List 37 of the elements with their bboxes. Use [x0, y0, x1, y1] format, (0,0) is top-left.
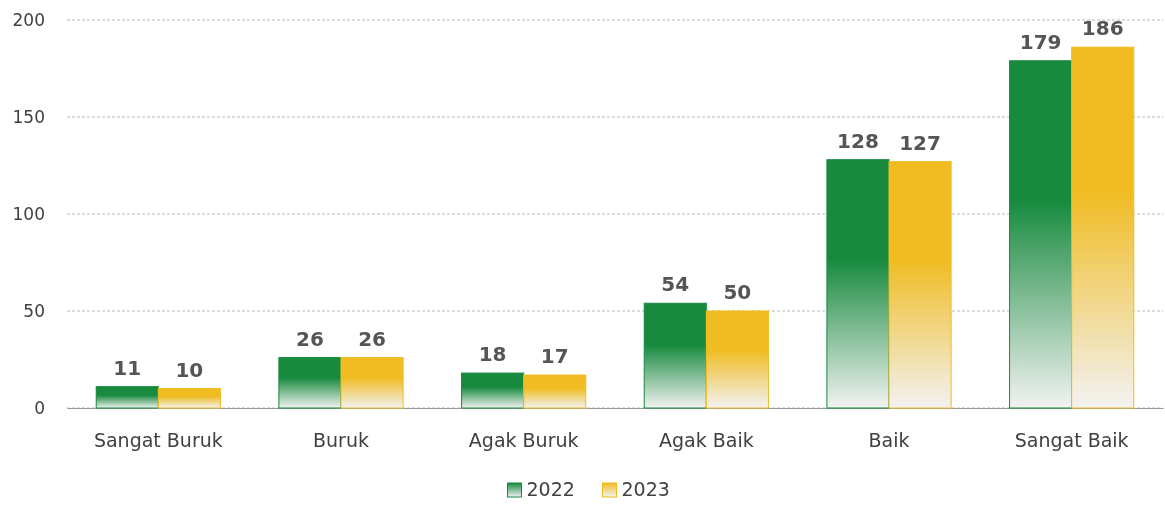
y-tick-label: 50 [23, 300, 45, 321]
data-label: 186 [1081, 16, 1124, 41]
bar [95, 386, 159, 409]
data-label: 128 [837, 128, 879, 153]
y-tick-label: 0 [34, 397, 45, 418]
bar [705, 310, 769, 409]
data-label: 10 [175, 357, 204, 382]
data-label: 54 [661, 272, 690, 297]
legend-label: 2022 [526, 478, 575, 500]
data-label: 11 [113, 355, 142, 380]
x-tick-label: Sangat Baik [1014, 429, 1129, 452]
data-label: 17 [540, 344, 569, 369]
x-tick-label: Baik [868, 429, 910, 452]
bar [1071, 46, 1135, 409]
bar [826, 159, 890, 409]
x-tick-label: Agak Buruk [468, 429, 579, 452]
data-label: 18 [478, 342, 507, 367]
data-label: 26 [296, 326, 324, 351]
bar [157, 388, 221, 409]
bar [461, 372, 525, 409]
data-label: 26 [358, 326, 386, 351]
data-label: 50 [723, 280, 752, 304]
bar [888, 161, 952, 409]
y-tick-label: 150 [12, 106, 45, 127]
bar [523, 374, 587, 409]
bar [340, 357, 404, 409]
x-tick-label: Sangat Buruk [93, 429, 223, 452]
legend-label: 2023 [621, 478, 670, 500]
x-tick-label: Buruk [313, 429, 369, 452]
data-label: 127 [899, 130, 941, 155]
x-tick-label: Agak Baik [658, 429, 754, 452]
bar [643, 302, 707, 409]
y-tick-label: 100 [12, 203, 45, 224]
y-tick-label: 200 [12, 9, 45, 30]
data-label: 179 [1019, 29, 1062, 54]
bar [278, 357, 342, 409]
bar [1009, 60, 1073, 409]
